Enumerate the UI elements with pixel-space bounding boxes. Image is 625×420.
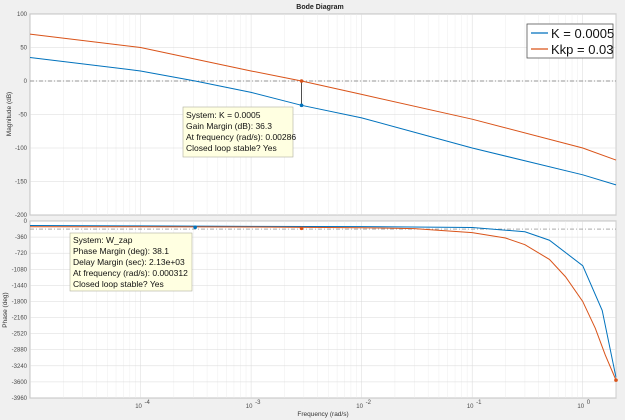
phase-margin-datatip-box (69, 232, 193, 292)
y-tick-label: -720 (15, 251, 28, 257)
magnitude-panel[interactable]: 100 50 0 -50 -100 -150 -200 Magnitude (dB) (6, 12, 617, 219)
x-tick-label: 10 (246, 404, 253, 410)
x-axis-label: Frequency (rad/s) (297, 411, 348, 418)
y-tick-label: -3960 (12, 396, 28, 402)
x-tick-label: 10 (356, 404, 363, 410)
y-tick-label: 0 (24, 219, 28, 225)
x-tick-label: 10 (577, 404, 584, 410)
y-tick-label: 50 (20, 46, 27, 52)
y-tick-label: -2520 (12, 332, 28, 338)
phase-margin-datatip[interactable]: System: W_zap Phase Margin (deg): 38.1 D… (69, 232, 193, 292)
x-tick-exponent: 0 (587, 400, 591, 406)
gain-margin-system: System: K = 0.0005 (186, 110, 261, 120)
phase-margin-value: Phase Margin (deg): 38.1 (73, 246, 169, 256)
y-tick-label: -2880 (12, 348, 28, 354)
x-tick-label: 10 (135, 404, 142, 410)
phase-margin-stability: Closed loop stable? Yes (73, 279, 164, 289)
datatip-marker[interactable] (299, 103, 304, 108)
x-tick-exponent: -1 (476, 400, 482, 406)
y-tick-label: -3600 (12, 380, 28, 386)
y-tick-label: 100 (17, 12, 28, 18)
delay-margin-value: Delay Margin (sec): 2.13e+03 (73, 257, 185, 267)
phase-y-axis-label: Phase (deg) (2, 292, 9, 327)
datatip-marker[interactable] (299, 226, 304, 231)
datatip-marker[interactable] (193, 225, 197, 230)
x-tick-exponent: -2 (366, 400, 372, 406)
y-tick-label: -150 (15, 180, 28, 186)
phase-y-ticks: 0 -360 -720 -1080 -1440 -1800 -2160 -2520 -2880 -… (12, 219, 28, 402)
legend-entry-series-2: Kkp = 0.03 (551, 42, 614, 57)
phase-margin-frequency: At frequency (rad/s): 0.000312 (73, 268, 188, 278)
gain-margin-value: Gain Margin (dB): 36.3 (186, 121, 272, 131)
y-tick-label: -200 (15, 213, 28, 219)
y-tick-label: -360 (15, 235, 28, 241)
y-tick-label: -1800 (12, 299, 28, 305)
series-line-2[interactable] (29, 33, 617, 161)
y-tick-label: -1440 (12, 283, 28, 289)
datatip-marker[interactable] (614, 378, 618, 382)
gain-margin-datatip[interactable]: System: K = 0.0005 Gain Margin (dB): 36.… (182, 106, 296, 158)
phase-grid (29, 220, 617, 399)
series-line-2[interactable] (30, 226, 617, 381)
gain-margin-stability: Closed loop stable? Yes (186, 143, 277, 153)
gain-margin-frequency: At frequency (rad/s): 0.00286 (186, 132, 296, 142)
y-tick-label: -100 (15, 146, 28, 152)
legend-box (526, 23, 614, 59)
y-tick-label: 0 (24, 79, 28, 85)
datatip-marker[interactable] (299, 79, 304, 83)
phase-margin-system: System: W_zap (73, 235, 133, 245)
y-tick-label: -3240 (12, 364, 28, 370)
x-tick-label: 10 (467, 404, 474, 410)
legend[interactable]: K = 0.0005 Kkp = 0.03 (526, 23, 614, 59)
y-tick-label: -1080 (12, 267, 28, 273)
x-tick-exponent: -3 (255, 400, 261, 406)
x-tick-exponent: -4 (145, 400, 151, 406)
magnitude-markers (299, 79, 304, 108)
y-tick-label: -50 (18, 113, 27, 119)
magnitude-y-axis-label: Magnitude (dB) (6, 92, 13, 136)
magnitude-y-ticks: 100 50 0 -50 -100 -150 -200 (15, 12, 28, 219)
legend-entry-series-1: K = 0.0005 (551, 26, 614, 41)
chart-title: Bode Diagram (296, 4, 343, 11)
phase-markers (193, 225, 618, 382)
gain-margin-datatip-box (182, 106, 294, 158)
y-tick-label: -2160 (12, 316, 28, 322)
